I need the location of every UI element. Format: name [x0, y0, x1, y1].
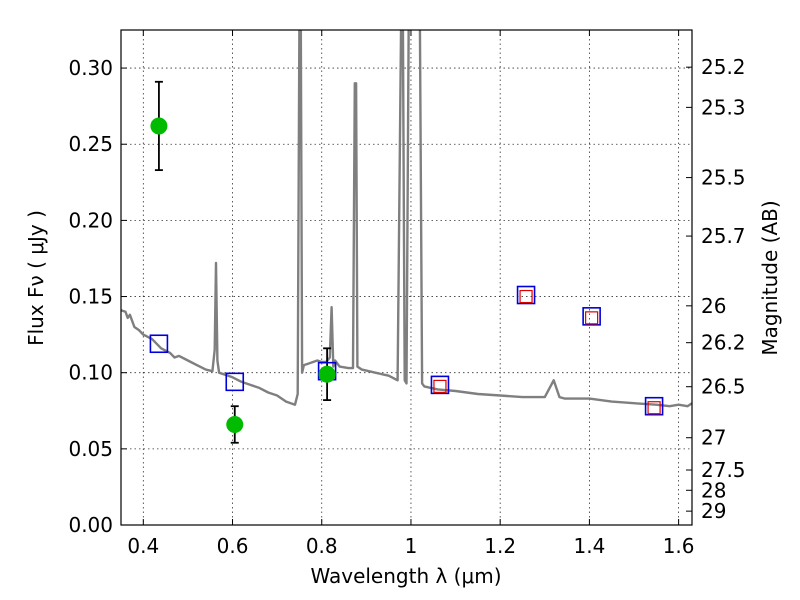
y2-tick-label: 29 — [701, 499, 726, 523]
y-tick-label: 0.20 — [68, 208, 113, 232]
model-flux-square-inner — [433, 379, 447, 393]
model-flux-square-inner — [519, 289, 533, 304]
x-tick-label: 1.2 — [484, 534, 516, 558]
y-tick-label: 0.05 — [68, 437, 113, 461]
y-tick-label: 0.30 — [68, 56, 113, 80]
y-axis-label: Flux Fν ( μJy ) — [24, 210, 48, 346]
y2-tick-label: 26.2 — [701, 331, 746, 355]
y-tick-label: 0.25 — [68, 132, 113, 156]
x-tick-label: 1 — [405, 534, 418, 558]
x-tick-label: 0.8 — [306, 534, 338, 558]
model-flux-square-inner — [585, 311, 599, 325]
y-tick-label: 0.10 — [68, 361, 113, 385]
model-flux-square — [430, 375, 450, 395]
model-flux-square — [516, 285, 536, 305]
x-tick-label: 1.4 — [573, 534, 605, 558]
y2-tick-label: 25.2 — [701, 55, 746, 79]
observed-point — [150, 117, 168, 135]
sed-model-line — [121, 30, 692, 408]
y2-tick-label: 28 — [701, 478, 726, 502]
x-tick-label: 1.6 — [663, 534, 695, 558]
model-flux-square — [644, 396, 664, 416]
x-axis-label: Wavelength λ (μm) — [310, 564, 501, 588]
y2-tick-label: 26 — [701, 294, 726, 318]
model-flux-square-inner — [647, 401, 661, 415]
observed-point — [226, 415, 244, 433]
plot-area — [121, 30, 692, 444]
model-flux-square — [582, 307, 601, 326]
y2-tick-label: 26.5 — [701, 375, 746, 399]
model-flux-square — [225, 372, 245, 392]
y-tick-label: 0.15 — [68, 285, 113, 309]
axes-layer: 0.4 0.6 0.8 1 1.2 1.4 1.6 0.00 0.05 0.10 0.15 0.20 0… — [68, 30, 746, 558]
y2-tick-label: 27 — [701, 426, 726, 450]
y2-tick-label: 25.3 — [701, 95, 746, 119]
y2-tick-label: 25.7 — [701, 224, 746, 248]
model-flux-square — [149, 334, 169, 354]
x-tick-label: 0.4 — [127, 534, 159, 558]
plot-frame — [120, 29, 693, 526]
y2-axis-label: Magnitude (AB) — [758, 200, 782, 355]
y2-tick-label: 25.5 — [701, 166, 746, 190]
y2-tick-label: 27.5 — [701, 458, 746, 482]
observed-point — [318, 365, 336, 383]
x-tick-label: 0.6 — [217, 534, 249, 558]
y-tick-label: 0.00 — [68, 513, 113, 537]
